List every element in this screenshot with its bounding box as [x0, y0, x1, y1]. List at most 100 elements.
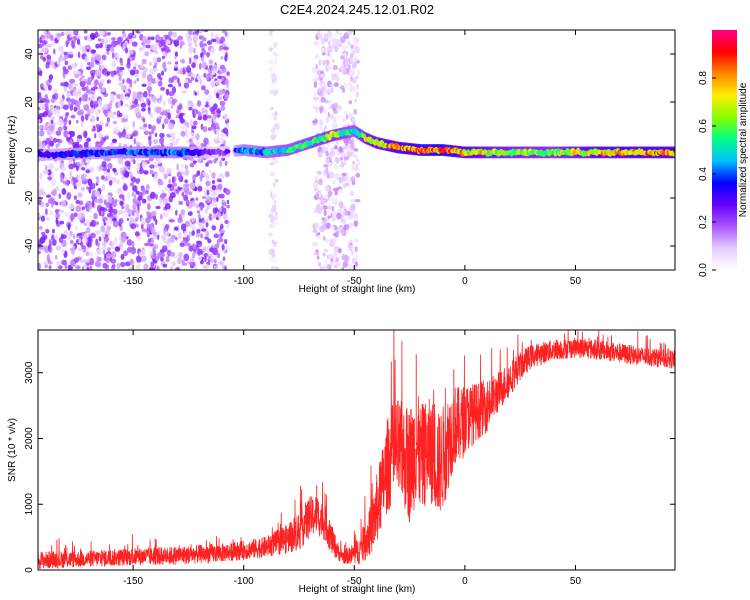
- noise-speckle: [191, 230, 195, 237]
- noise-speckle: [120, 85, 127, 91]
- noise-speckle: [94, 198, 99, 203]
- noise-speckle: [121, 130, 126, 138]
- noise-speckle: [195, 43, 198, 48]
- noise-speckle: [118, 218, 124, 224]
- noise-speckle: [130, 223, 137, 230]
- noise-speckle: [110, 258, 117, 264]
- noise-speckle: [109, 206, 114, 214]
- noise-speckle: [178, 213, 183, 221]
- colorbar-label: Normalized spectral amplitude: [738, 82, 749, 217]
- noise-speckle: [108, 179, 113, 186]
- noise-speckle: [133, 194, 137, 202]
- noise-speckle: [149, 95, 152, 102]
- noise-speckle: [76, 137, 83, 143]
- noise-speckle: [216, 241, 220, 248]
- colorbar-tick-label: 0.2: [698, 215, 709, 229]
- noise-speckle: [171, 176, 175, 184]
- noise-speckle: [162, 123, 165, 130]
- noise-speckle: [226, 204, 231, 209]
- noise-speckle: [342, 117, 347, 123]
- noise-speckle: [219, 100, 226, 107]
- noise-speckle: [137, 195, 143, 201]
- noise-speckle: [323, 38, 329, 43]
- noise-speckle: [155, 205, 161, 210]
- noise-speckle: [123, 113, 128, 119]
- noise-speckle: [208, 59, 213, 65]
- noise-speckle: [273, 89, 279, 94]
- noise-speckle: [270, 134, 277, 140]
- noise-speckle: [68, 54, 74, 59]
- noise-speckle: [326, 173, 330, 179]
- noise-speckle: [333, 264, 338, 269]
- noise-speckle: [150, 36, 155, 41]
- noise-speckle: [175, 188, 180, 194]
- noise-speckle: [107, 173, 112, 182]
- noise-speckle: [129, 83, 133, 88]
- noise-speckle: [168, 137, 175, 142]
- noise-speckle: [127, 191, 131, 200]
- noise-speckle: [142, 198, 147, 204]
- noise-speckle: [81, 94, 87, 102]
- noise-speckle: [325, 167, 329, 175]
- noise-speckle: [160, 256, 164, 262]
- noise-speckle: [329, 171, 335, 179]
- noise-speckle: [348, 222, 354, 229]
- noise-speckle: [62, 180, 68, 185]
- noise-speckle: [196, 228, 201, 234]
- noise-speckle: [68, 158, 73, 166]
- noise-speckle: [69, 139, 73, 145]
- noise-speckle: [121, 176, 125, 181]
- noise-speckle: [206, 205, 211, 210]
- noise-speckle: [75, 265, 81, 269]
- noise-speckle: [73, 30, 78, 34]
- noise-speckle: [200, 123, 204, 130]
- noise-speckle: [146, 97, 149, 105]
- noise-speckle: [188, 57, 192, 65]
- noise-speckle: [120, 235, 126, 243]
- noise-speckle: [193, 37, 198, 42]
- noise-speckle: [271, 239, 275, 244]
- noise-speckle: [63, 104, 69, 110]
- noise-speckle: [330, 73, 335, 80]
- noise-speckle: [111, 251, 117, 259]
- noise-speckle: [325, 61, 330, 66]
- y-tick-label: 1000: [24, 493, 35, 516]
- noise-speckle: [330, 87, 334, 93]
- noise-speckle: [343, 82, 348, 89]
- noise-speckle: [153, 232, 158, 240]
- noise-speckle: [92, 86, 98, 90]
- noise-speckle: [47, 43, 53, 48]
- noise-speckle: [271, 256, 277, 263]
- noise-speckle: [333, 145, 338, 150]
- noise-speckle: [51, 178, 57, 187]
- noise-speckle: [198, 248, 204, 255]
- noise-speckle: [123, 209, 128, 218]
- noise-speckle: [213, 258, 217, 264]
- noise-speckle: [84, 259, 91, 263]
- noise-speckle: [339, 55, 345, 60]
- noise-speckle: [318, 151, 324, 158]
- noise-speckle: [211, 184, 216, 191]
- noise-speckle: [175, 236, 178, 241]
- noise-speckle: [40, 215, 46, 222]
- noise-speckle: [151, 267, 156, 270]
- noise-speckle: [76, 100, 82, 106]
- noise-speckle: [43, 260, 49, 265]
- noise-speckle: [146, 203, 151, 211]
- noise-speckle: [135, 217, 139, 222]
- noise-speckle: [47, 244, 51, 252]
- noise-speckle: [157, 73, 162, 79]
- noise-speckle: [206, 51, 210, 58]
- noise-speckle: [125, 47, 128, 54]
- noise-speckle: [49, 140, 54, 147]
- noise-speckle: [339, 147, 343, 152]
- noise-speckle: [152, 67, 158, 72]
- noise-speckle: [77, 213, 83, 221]
- noise-speckle: [354, 46, 361, 54]
- noise-speckle: [342, 217, 346, 225]
- noise-speckle: [334, 32, 338, 37]
- noise-speckle: [354, 89, 358, 97]
- noise-speckle: [185, 199, 190, 207]
- noise-speckle: [38, 130, 45, 137]
- noise-speckle: [76, 232, 83, 237]
